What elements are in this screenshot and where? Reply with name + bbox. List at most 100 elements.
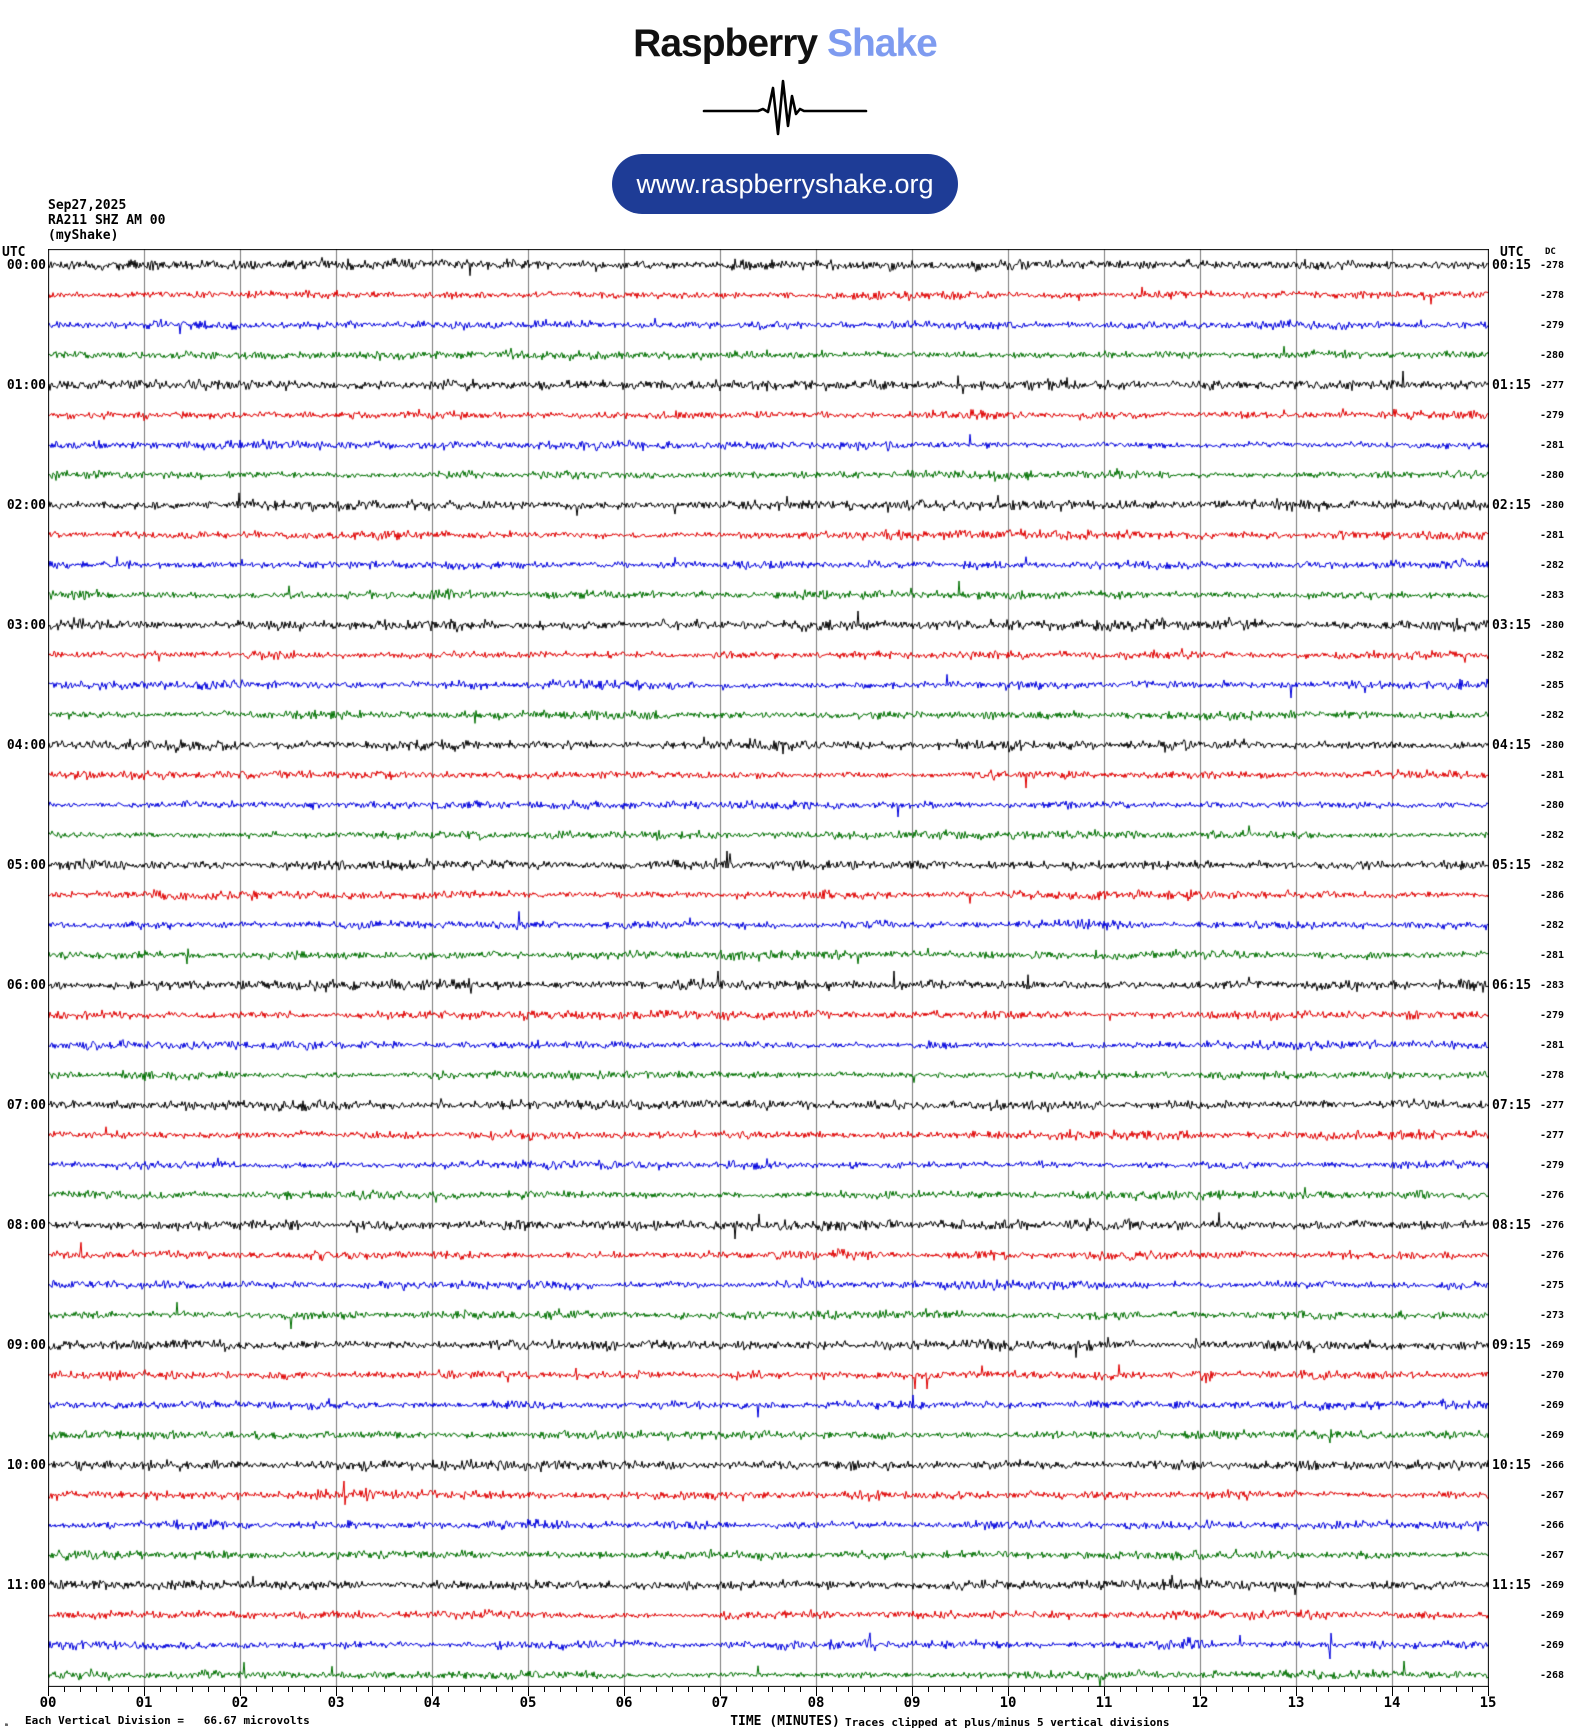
hour-label-left-00:00: 00:00 bbox=[6, 258, 46, 273]
station-header: Sep27,2025 RA211 SHZ AM 00 (myShake) bbox=[48, 198, 165, 243]
utc-left-header: UTC bbox=[2, 245, 26, 260]
hour-label-right-11:15: 11:15 bbox=[1492, 1578, 1532, 1593]
minor-tick bbox=[640, 1687, 641, 1692]
x-axis-ticks bbox=[48, 1687, 1489, 1697]
x-tick-label-05: 05 bbox=[519, 1695, 537, 1711]
hour-label-right-08:15: 08:15 bbox=[1492, 1218, 1532, 1233]
hour-label-left-02:00: 02:00 bbox=[6, 498, 46, 513]
minor-tick bbox=[1152, 1687, 1153, 1692]
dc-value: -282 bbox=[1540, 710, 1565, 721]
hour-label-left-11:00: 11:00 bbox=[6, 1578, 46, 1593]
dc-value: -281 bbox=[1540, 1040, 1565, 1051]
minor-tick bbox=[832, 1687, 833, 1692]
dc-value: -280 bbox=[1540, 620, 1565, 631]
hour-label-left-05:00: 05:00 bbox=[6, 858, 46, 873]
minor-tick bbox=[1408, 1687, 1409, 1692]
minor-tick bbox=[992, 1687, 993, 1692]
x-tick-label-07: 07 bbox=[711, 1695, 729, 1711]
hour-label-left-10:00: 10:00 bbox=[6, 1458, 46, 1473]
dc-value: -270 bbox=[1540, 1370, 1565, 1381]
minor-tick bbox=[896, 1687, 897, 1692]
x-tick-label-15: 15 bbox=[1479, 1695, 1497, 1711]
minor-tick bbox=[880, 1687, 881, 1692]
minor-tick bbox=[416, 1687, 417, 1692]
hour-label-left-01:00: 01:00 bbox=[6, 378, 46, 393]
dc-value: -269 bbox=[1540, 1580, 1565, 1591]
minor-tick bbox=[944, 1687, 945, 1692]
minor-tick bbox=[64, 1687, 65, 1692]
dc-value: -268 bbox=[1540, 1670, 1565, 1681]
hour-label-left-07:00: 07:00 bbox=[6, 1098, 46, 1113]
footer-marker: ₘ bbox=[4, 1719, 9, 1728]
station-network: (myShake) bbox=[48, 228, 119, 243]
dc-value: -285 bbox=[1540, 680, 1565, 691]
minor-tick bbox=[1456, 1687, 1457, 1692]
x-tick-label-12: 12 bbox=[1191, 1695, 1209, 1711]
dc-value: -279 bbox=[1540, 320, 1565, 331]
dc-value: -281 bbox=[1540, 530, 1565, 541]
dc-value: -280 bbox=[1540, 800, 1565, 811]
website-url-text: www.raspberryshake.org bbox=[636, 168, 934, 199]
minor-tick bbox=[224, 1687, 225, 1692]
x-tick-label-09: 09 bbox=[903, 1695, 921, 1711]
minor-tick bbox=[304, 1687, 305, 1692]
hour-label-left-06:00: 06:00 bbox=[6, 978, 46, 993]
seismic-waveform-icon bbox=[702, 79, 868, 136]
x-tick-label-04: 04 bbox=[423, 1695, 441, 1711]
hour-label-right-04:15: 04:15 bbox=[1492, 738, 1532, 753]
minor-tick bbox=[608, 1687, 609, 1692]
x-tick-label-03: 03 bbox=[327, 1695, 345, 1711]
x-tick-label-01: 01 bbox=[135, 1695, 153, 1711]
minor-tick bbox=[400, 1687, 401, 1692]
major-tick bbox=[624, 1687, 625, 1696]
dc-value: -277 bbox=[1540, 1100, 1565, 1111]
dc-value: -273 bbox=[1540, 1310, 1565, 1321]
minor-tick bbox=[1136, 1687, 1137, 1692]
major-tick bbox=[48, 1687, 49, 1696]
dc-value: -277 bbox=[1540, 1130, 1565, 1141]
logo-title-shake: Shake bbox=[826, 22, 938, 65]
dc-value: -280 bbox=[1540, 740, 1565, 751]
hour-label-right-02:15: 02:15 bbox=[1492, 498, 1532, 513]
x-tick-label-14: 14 bbox=[1383, 1695, 1401, 1711]
dc-value: -269 bbox=[1540, 1430, 1565, 1441]
hour-label-left-03:00: 03:00 bbox=[6, 618, 46, 633]
minor-tick bbox=[1184, 1687, 1185, 1692]
dc-value: -281 bbox=[1540, 440, 1565, 451]
major-tick bbox=[1296, 1687, 1297, 1696]
minor-tick bbox=[1344, 1687, 1345, 1692]
minor-tick bbox=[1472, 1687, 1473, 1692]
minor-tick bbox=[320, 1687, 321, 1692]
minor-tick bbox=[1248, 1687, 1249, 1692]
minor-tick bbox=[112, 1687, 113, 1692]
dc-value: -283 bbox=[1540, 590, 1565, 601]
major-tick bbox=[720, 1687, 721, 1696]
minor-tick bbox=[1216, 1687, 1217, 1692]
dc-value: -282 bbox=[1540, 860, 1565, 871]
x-tick-label-10: 10 bbox=[999, 1695, 1017, 1711]
dc-value: -279 bbox=[1540, 1010, 1565, 1021]
minor-tick bbox=[1024, 1687, 1025, 1692]
dc-value: -281 bbox=[1540, 950, 1565, 961]
minor-tick bbox=[1280, 1687, 1281, 1692]
x-tick-label-13: 13 bbox=[1287, 1695, 1305, 1711]
hour-label-left-04:00: 04:00 bbox=[6, 738, 46, 753]
dc-value: -281 bbox=[1540, 770, 1565, 781]
minor-tick bbox=[576, 1687, 577, 1692]
major-tick bbox=[240, 1687, 241, 1696]
minor-tick bbox=[1040, 1687, 1041, 1692]
x-tick-label-11: 11 bbox=[1095, 1695, 1113, 1711]
minor-tick bbox=[352, 1687, 353, 1692]
minor-tick bbox=[1376, 1687, 1377, 1692]
minor-tick bbox=[1120, 1687, 1121, 1692]
dc-value: -269 bbox=[1540, 1640, 1565, 1651]
major-tick bbox=[1200, 1687, 1201, 1696]
dc-value: -276 bbox=[1540, 1190, 1565, 1201]
major-tick bbox=[816, 1687, 817, 1696]
website-url-pill[interactable]: www.raspberryshake.org bbox=[612, 154, 958, 214]
x-tick-label-00: 00 bbox=[39, 1695, 57, 1711]
hour-label-right-06:15: 06:15 bbox=[1492, 978, 1532, 993]
dc-value: -278 bbox=[1540, 290, 1565, 301]
dc-value: -267 bbox=[1540, 1550, 1565, 1561]
